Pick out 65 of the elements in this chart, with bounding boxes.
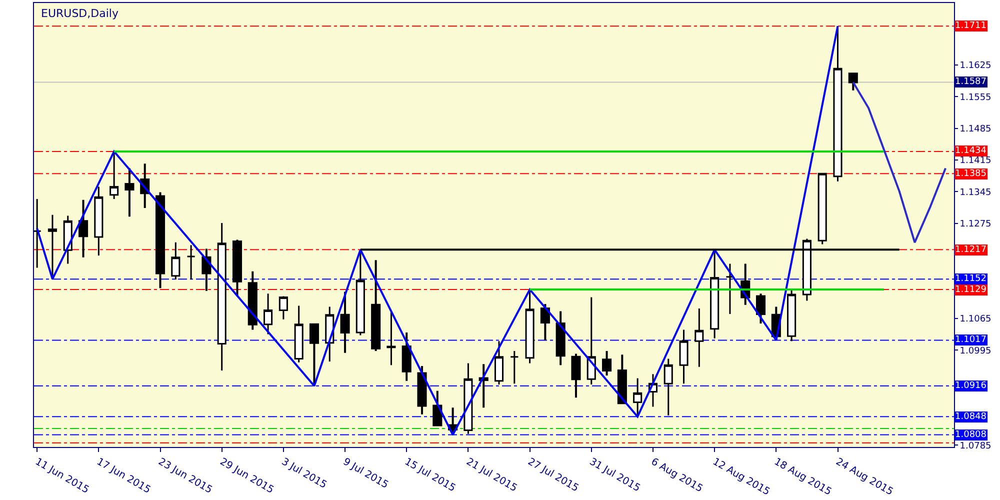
candlestick bbox=[417, 364, 427, 416]
candlestick bbox=[725, 262, 734, 315]
candlestick bbox=[309, 322, 320, 387]
candlestick bbox=[94, 186, 104, 256]
candlestick bbox=[124, 167, 134, 218]
y-tick-label: 1.1275 bbox=[960, 220, 992, 230]
candlestick bbox=[248, 270, 258, 331]
ref-line-label: 1.1217 bbox=[955, 245, 986, 255]
ref-line-label: 1.1587 bbox=[955, 77, 986, 87]
y-tick-label: 1.1345 bbox=[960, 188, 992, 198]
candlestick bbox=[294, 305, 304, 364]
candlestick bbox=[34, 198, 42, 269]
ref-line-label: 1.1017 bbox=[955, 335, 986, 345]
candlestick bbox=[402, 331, 412, 382]
ref-line-label: 1.1152 bbox=[955, 274, 986, 284]
candlestick bbox=[171, 242, 180, 280]
ref-line-label: 1.1385 bbox=[955, 169, 986, 179]
candlestick bbox=[694, 308, 704, 368]
candlestick bbox=[617, 354, 627, 405]
candlestick bbox=[586, 296, 596, 386]
y-tick-label: 1.1415 bbox=[960, 156, 992, 166]
y-tick-label: 1.1065 bbox=[960, 314, 992, 325]
line-series bbox=[852, 81, 947, 244]
candlestick bbox=[756, 292, 766, 324]
candlestick bbox=[202, 248, 212, 292]
candlestick bbox=[556, 310, 566, 366]
candlestick bbox=[232, 238, 242, 298]
chart-title: EURUSD,Daily bbox=[41, 7, 119, 20]
y-tick-label: 1.1555 bbox=[960, 92, 992, 103]
candlestick bbox=[510, 350, 519, 384]
candlestick bbox=[386, 310, 396, 366]
candlestick bbox=[478, 363, 488, 409]
ref-line-label: 1.1129 bbox=[955, 285, 987, 295]
candlestick bbox=[464, 362, 473, 435]
candlestick bbox=[664, 358, 673, 416]
candlestick bbox=[186, 244, 196, 280]
y-tick-label: 1.0785 bbox=[960, 441, 992, 452]
ref-line-label: 1.0848 bbox=[955, 412, 987, 422]
candlestick bbox=[602, 350, 612, 376]
candlestick bbox=[217, 222, 226, 372]
candlestick bbox=[848, 72, 858, 92]
ref-line-label: 1.1711 bbox=[955, 21, 986, 31]
candlestick bbox=[78, 198, 88, 258]
ref-line-label: 1.0808 bbox=[955, 430, 987, 440]
ref-line-label: 1.1434 bbox=[955, 146, 987, 156]
candlestick bbox=[432, 390, 442, 428]
candlestick bbox=[540, 302, 550, 342]
candlestick bbox=[278, 296, 288, 320]
candlestick bbox=[63, 214, 72, 264]
candlestick bbox=[371, 259, 381, 352]
candlestick bbox=[110, 150, 119, 200]
candlestick bbox=[264, 292, 273, 336]
candlestick bbox=[818, 172, 827, 245]
candlestick bbox=[571, 352, 581, 399]
candlestick bbox=[787, 288, 796, 342]
candlestick bbox=[155, 191, 166, 290]
candlestick bbox=[340, 290, 350, 354]
y-tick-label: 1.1485 bbox=[960, 124, 992, 135]
y-tick-label: 1.0995 bbox=[960, 346, 992, 356]
candlestick bbox=[525, 288, 534, 364]
candlestick bbox=[679, 329, 688, 384]
y-tick-label: 1.1625 bbox=[960, 61, 992, 72]
candlestick bbox=[633, 377, 642, 418]
candlestick bbox=[494, 340, 504, 386]
ref-line-label: 1.0916 bbox=[955, 381, 987, 391]
